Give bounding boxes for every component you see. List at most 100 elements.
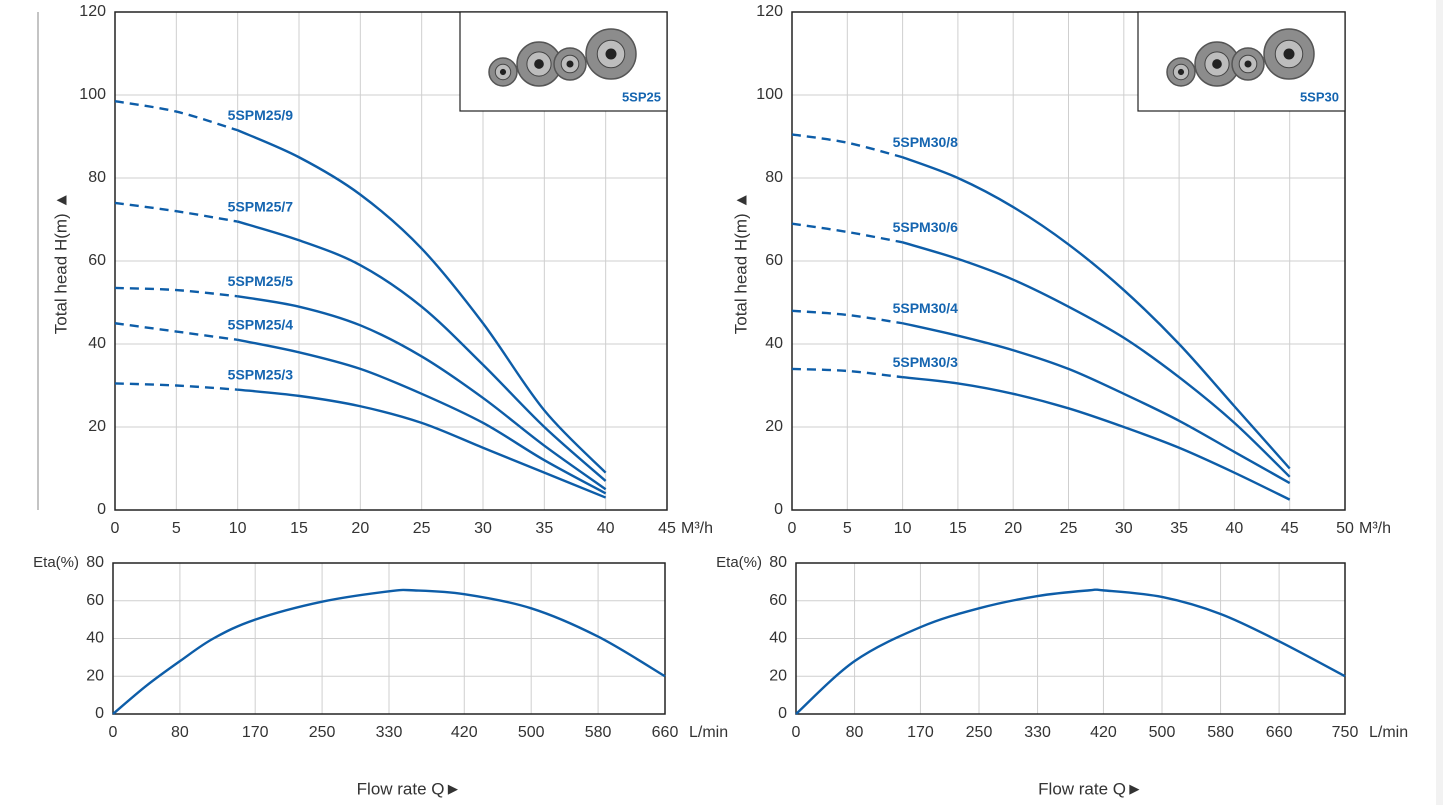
series-label: 5SPM25/5 (228, 273, 294, 289)
y-axis-title: Eta(%) (33, 554, 79, 571)
curve (902, 376, 1291, 501)
x-tick-label: 660 (652, 724, 679, 741)
x-tick-label: 250 (309, 724, 336, 741)
x-tick-label: 20 (1004, 520, 1022, 537)
x-tick-label: 420 (451, 724, 478, 741)
x-tick-label: 15 (290, 520, 308, 537)
chart: 0 20 40 60 80 0 80 170 250 330 420 500 580 660 L/min Et… (33, 554, 728, 799)
y-tick-label: 80 (86, 554, 104, 571)
x-tick-label: 50 (1336, 520, 1354, 537)
y-tick-label: 80 (769, 554, 787, 571)
impeller-hole (1177, 68, 1185, 76)
x-tick-label: 170 (907, 724, 934, 741)
y-tick-label: 100 (756, 86, 783, 103)
x-tick-label: 5 (172, 520, 181, 537)
chart: 0 20 40 60 80 0 80 170 250 330 420 500 580 660 750 L/mi… (716, 554, 1408, 799)
y-axis-title: Total head H(m) ▲ (51, 192, 70, 334)
impeller-hole (605, 48, 617, 60)
x-tick-label: 0 (111, 520, 120, 537)
y-tick-label: 80 (765, 169, 783, 186)
x-tick-label: 580 (1207, 724, 1234, 741)
y-tick-label: 100 (79, 86, 106, 103)
curve (237, 129, 607, 474)
x-tick-label: 40 (597, 520, 615, 537)
x-unit: L/min (1369, 724, 1408, 741)
curve-dashed (114, 382, 238, 391)
x-unit: M³/h (681, 520, 713, 537)
x-tick-label: 10 (894, 520, 912, 537)
x-tick-label: 0 (109, 724, 118, 741)
curve (237, 388, 607, 499)
series-label: 5SPM25/7 (228, 198, 294, 214)
x-tick-label: 750 (1332, 724, 1359, 741)
inset-label: 5SP30 (1300, 89, 1339, 104)
y-tick-label: 0 (778, 705, 787, 722)
y-tick-label: 80 (88, 169, 106, 186)
curve-dashed (791, 367, 903, 379)
curve-dashed (791, 309, 903, 325)
impeller-hole (534, 59, 544, 69)
x-tick-label: 420 (1090, 724, 1117, 741)
edge-strip (1436, 0, 1443, 805)
y-axis-title: Total head H(m) ▲ (731, 192, 750, 334)
plot-frame (112, 562, 666, 715)
x-tick-label: 0 (788, 520, 797, 537)
series-label: 5SPM25/3 (228, 366, 294, 382)
x-tick-label: 660 (1266, 724, 1293, 741)
curve (112, 588, 666, 715)
plot-frame (795, 562, 1346, 715)
series-label: 5SPM25/4 (228, 317, 294, 333)
x-tick-label: 10 (229, 520, 247, 537)
y-tick-label: 40 (86, 630, 104, 647)
x-tick-label: 35 (535, 520, 553, 537)
y-tick-label: 40 (765, 335, 783, 352)
x-tick-label: 250 (966, 724, 993, 741)
curve-dashed (114, 201, 238, 223)
x-unit: L/min (689, 724, 728, 741)
x-unit: M³/h (1359, 520, 1391, 537)
x-tick-label: 500 (1149, 724, 1176, 741)
series-label: 5SPM30/6 (893, 219, 959, 235)
x-tick-label: 580 (585, 724, 612, 741)
curve-dashed (114, 100, 239, 132)
x-axis-title: Flow rate Q► (1038, 779, 1143, 798)
x-tick-label: 5 (843, 520, 852, 537)
impeller-hole (499, 68, 507, 76)
y-tick-label: 60 (88, 252, 106, 269)
x-tick-label: 25 (413, 520, 431, 537)
curve-dashed (114, 286, 238, 298)
chart: 0 20 40 60 80 100 120 0 5 10 15 20 25 30 35 40 45 50 M³/h T… (731, 3, 1391, 537)
plot-frame (791, 11, 1346, 511)
plot-frame (114, 11, 668, 511)
y-tick-label: 60 (769, 592, 787, 609)
series-label: 5SPM25/9 (228, 107, 294, 123)
y-tick-label: 0 (774, 501, 783, 518)
x-axis-title: Flow rate Q► (357, 779, 462, 798)
inset-label: 5SP25 (622, 89, 661, 104)
impeller-hole (1283, 48, 1295, 60)
x-tick-label: 330 (376, 724, 403, 741)
x-tick-label: 35 (1170, 520, 1188, 537)
x-tick-label: 20 (351, 520, 369, 537)
y-tick-label: 0 (97, 501, 106, 518)
y-tick-label: 120 (79, 3, 106, 20)
y-tick-label: 60 (86, 592, 104, 609)
impeller-hole (1244, 60, 1252, 68)
y-tick-label: 60 (765, 252, 783, 269)
curve (795, 588, 1346, 715)
y-tick-label: 20 (769, 667, 787, 684)
x-tick-label: 80 (171, 724, 189, 741)
x-tick-label: 0 (792, 724, 801, 741)
y-tick-label: 20 (86, 667, 104, 684)
x-tick-label: 40 (1226, 520, 1244, 537)
y-tick-label: 40 (88, 335, 106, 352)
curve (237, 338, 607, 495)
y-tick-label: 20 (88, 418, 106, 435)
y-tick-label: 20 (765, 418, 783, 435)
x-tick-label: 45 (1281, 520, 1299, 537)
curve (902, 241, 1291, 478)
x-tick-label: 330 (1024, 724, 1051, 741)
curve-dashed (114, 322, 238, 342)
